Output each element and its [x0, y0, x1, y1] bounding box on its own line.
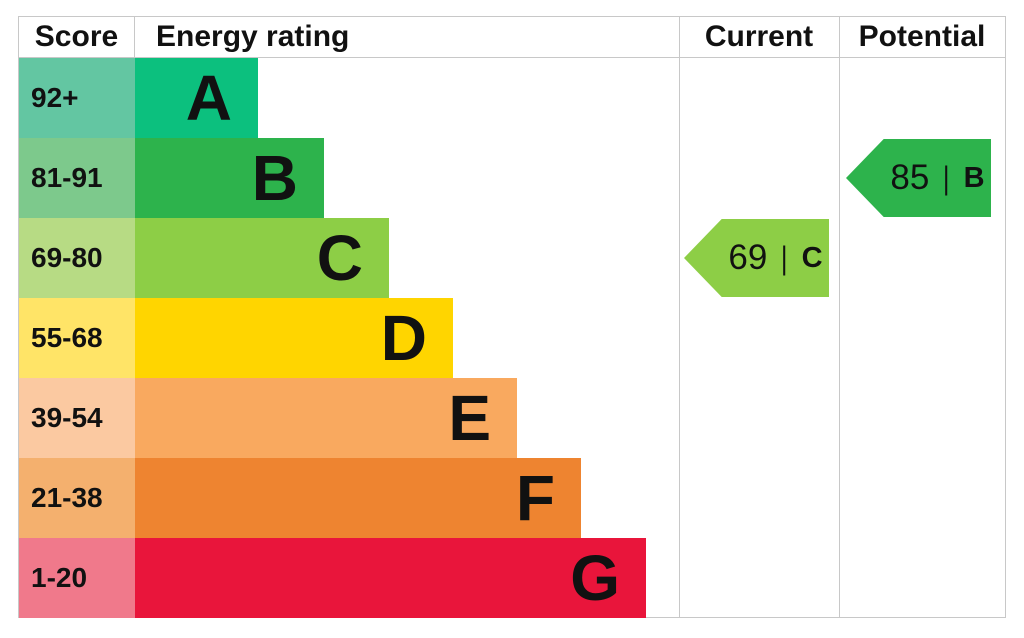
band-row-e: 39-54 E: [19, 378, 1005, 458]
band-row-d: 55-68 D: [19, 298, 1005, 378]
score-range: 39-54: [19, 378, 135, 458]
score-range: 21-38: [19, 458, 135, 538]
energy-rating-column-header: Energy rating: [156, 20, 350, 53]
band-row-b: 81-91 B: [19, 138, 1005, 218]
current-score-value: 69: [728, 238, 768, 277]
rating-bar-c: C: [135, 218, 389, 298]
score-range: 92+: [19, 58, 135, 138]
rating-bar-g: G: [135, 538, 646, 618]
band-letter: G: [570, 542, 620, 614]
potential-score-value: 85: [890, 158, 930, 197]
rating-bar-a: A: [135, 58, 258, 138]
header-row: Score Energy rating Current Potential: [19, 17, 1005, 58]
potential-column-divider: [839, 17, 840, 617]
band-row-c: 69-80 C: [19, 218, 1005, 298]
current-column-divider: [679, 17, 680, 617]
band-row-f: 21-38 F: [19, 458, 1005, 538]
band-row-a: 92+ A: [19, 58, 1005, 138]
potential-rating-letter: B: [963, 161, 985, 194]
score-range: 81-91: [19, 138, 135, 218]
separator-bar: |: [781, 239, 788, 276]
potential-column-header: Potential: [858, 20, 986, 53]
rating-bar-d: D: [135, 298, 453, 378]
rating-bar-f: F: [135, 458, 581, 538]
score-range: 69-80: [19, 218, 135, 298]
current-column-header: Current: [704, 20, 814, 53]
band-letter: F: [515, 462, 555, 534]
score-column-header: Score: [19, 17, 135, 57]
band-letter: B: [251, 142, 298, 214]
band-letter: E: [448, 382, 491, 454]
band-letter: C: [316, 222, 363, 294]
rating-bar-b: B: [135, 138, 324, 218]
band-letter: A: [185, 62, 232, 134]
score-range: 55-68: [19, 298, 135, 378]
band-rows: 92+ A 81-91 B 69-80 C 55-68 D 39-54 E 21…: [19, 58, 1005, 618]
score-range: 1-20: [19, 538, 135, 618]
band-letter: D: [380, 302, 427, 374]
rating-bar-e: E: [135, 378, 517, 458]
band-row-g: 1-20 G: [19, 538, 1005, 618]
epc-table: Score Energy rating Current Potential 92…: [18, 16, 1006, 618]
current-rating-letter: C: [801, 241, 823, 274]
separator-bar: |: [943, 159, 950, 196]
